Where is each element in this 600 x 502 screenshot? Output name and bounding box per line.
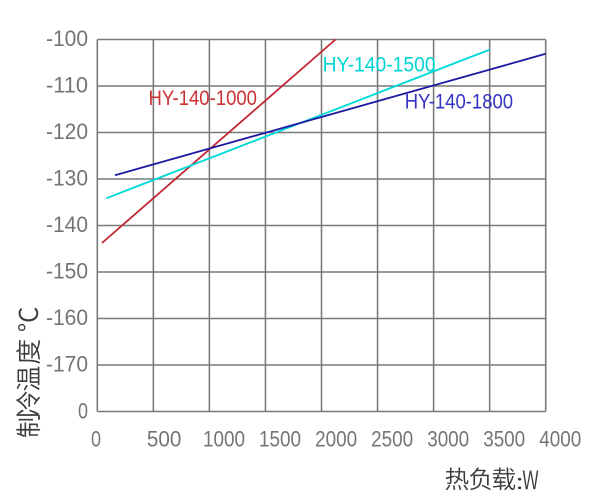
svg-text:-140: -140 [46, 212, 88, 237]
svg-text:0: 0 [78, 399, 88, 424]
svg-text:4000: 4000 [539, 427, 581, 452]
svg-text:-120: -120 [46, 119, 88, 144]
svg-text:0: 0 [91, 427, 101, 452]
svg-text:1000: 1000 [203, 427, 245, 452]
svg-text:2000: 2000 [315, 427, 357, 452]
svg-text:HY-140-1000: HY-140-1000 [149, 87, 258, 110]
svg-text:2500: 2500 [371, 427, 413, 452]
svg-text:HY-140-1500: HY-140-1500 [323, 54, 436, 77]
svg-text:-160: -160 [46, 305, 88, 330]
svg-text:HY-140-1800: HY-140-1800 [405, 91, 513, 114]
svg-text:-170: -170 [46, 352, 88, 377]
svg-text:3000: 3000 [427, 427, 469, 452]
svg-text:1500: 1500 [259, 427, 301, 452]
svg-text:3500: 3500 [483, 427, 525, 452]
svg-text:-110: -110 [46, 73, 88, 98]
svg-text:-150: -150 [46, 259, 88, 284]
svg-text:500: 500 [147, 427, 182, 452]
svg-text:-100: -100 [46, 26, 88, 51]
svg-text:-130: -130 [46, 166, 88, 191]
